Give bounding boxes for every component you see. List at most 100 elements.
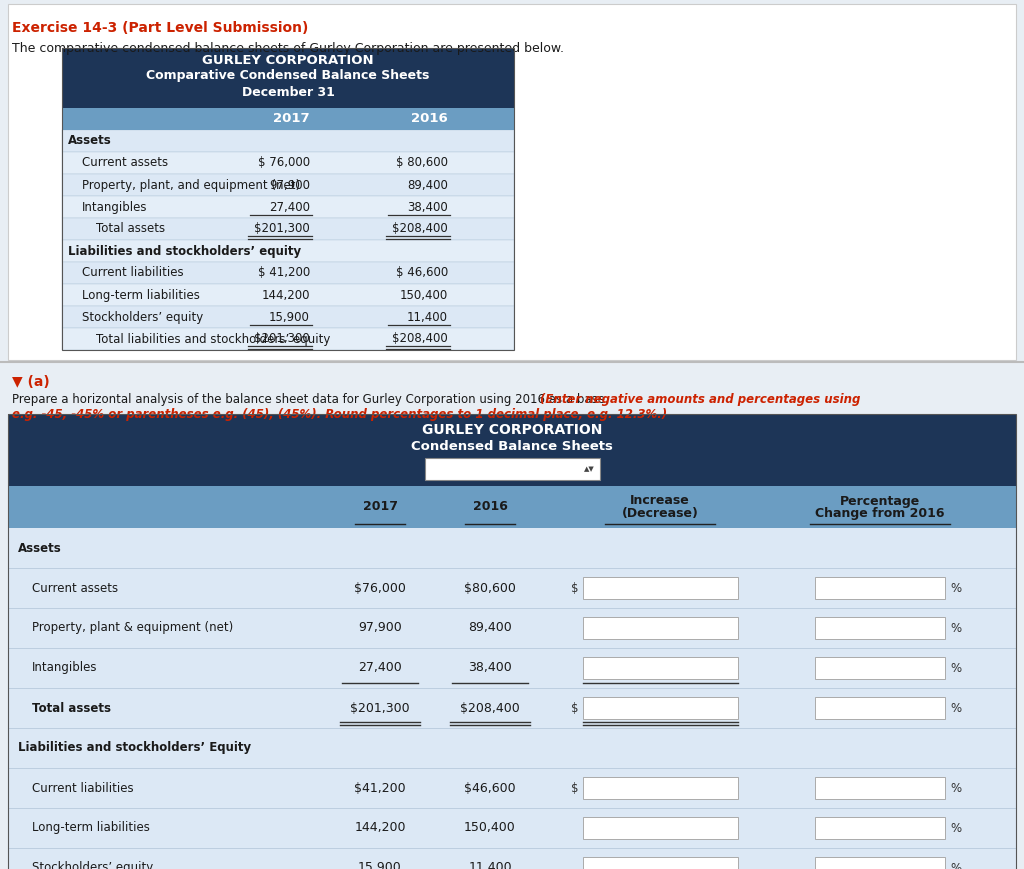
Text: 144,200: 144,200 (261, 289, 310, 302)
Text: 11,400: 11,400 (407, 310, 449, 323)
Bar (8, 608, 1016, 648)
Text: Current liabilities: Current liabilities (82, 267, 183, 280)
Bar (8, 414, 1016, 486)
Bar (815, 617, 945, 639)
Bar (815, 577, 945, 599)
Text: $80,600: $80,600 (464, 581, 516, 594)
Text: Intangibles: Intangibles (32, 661, 97, 674)
Bar (8, 486, 1016, 528)
Text: GURLEY CORPORATION: GURLEY CORPORATION (202, 54, 374, 67)
Text: Current liabilities: Current liabilities (32, 781, 133, 794)
Bar (62, 218, 514, 240)
Text: $: $ (570, 581, 579, 594)
Text: $: $ (570, 781, 579, 794)
Text: Long-term liabilities: Long-term liabilities (32, 821, 150, 834)
Bar (815, 777, 945, 799)
Text: The comparative condensed balance sheets of Gurley Corporation are presented bel: The comparative condensed balance sheets… (12, 42, 564, 55)
Text: (Enter negative amounts and percentages using: (Enter negative amounts and percentages … (540, 393, 860, 406)
Text: 144,200: 144,200 (354, 821, 406, 834)
Text: GURLEY CORPORATION: GURLEY CORPORATION (422, 423, 602, 437)
Text: $46,600: $46,600 (464, 781, 516, 794)
Bar (8, 568, 1016, 608)
Bar (583, 857, 737, 869)
Bar (62, 284, 514, 306)
Bar (815, 857, 945, 869)
Bar (583, 777, 737, 799)
Bar (815, 817, 945, 839)
Text: Percentage: Percentage (840, 494, 921, 507)
Bar (583, 697, 737, 719)
Text: 2017: 2017 (273, 112, 310, 125)
Bar (62, 48, 514, 108)
Text: (Decrease): (Decrease) (622, 507, 698, 521)
Text: 89,400: 89,400 (468, 621, 512, 634)
Text: Stockholders’ equity: Stockholders’ equity (82, 310, 203, 323)
Text: Liabilities and stockholders’ equity: Liabilities and stockholders’ equity (68, 244, 301, 257)
Bar (8, 728, 1016, 768)
Text: $ 41,200: $ 41,200 (258, 267, 310, 280)
Text: $41,200: $41,200 (354, 781, 406, 794)
Text: Intangibles: Intangibles (82, 201, 147, 214)
Text: Long-term liabilities: Long-term liabilities (82, 289, 200, 302)
Text: 89,400: 89,400 (408, 178, 449, 191)
Bar (62, 108, 514, 130)
Text: Property, plant & equipment (net): Property, plant & equipment (net) (32, 621, 233, 634)
Bar (583, 577, 737, 599)
Text: 2017: 2017 (362, 501, 397, 514)
Bar (62, 152, 514, 174)
Text: Change from 2016: Change from 2016 (815, 507, 945, 521)
Bar (8, 528, 1016, 568)
Bar (815, 697, 945, 719)
Text: Stockholders’ equity: Stockholders’ equity (32, 861, 154, 869)
Text: %: % (950, 621, 962, 634)
Text: Current assets: Current assets (82, 156, 168, 169)
Bar (8, 4, 1016, 360)
Text: 2016: 2016 (412, 112, 449, 125)
Text: Assets: Assets (68, 135, 112, 148)
Text: 2016: 2016 (472, 501, 508, 514)
Text: 38,400: 38,400 (408, 201, 449, 214)
Text: 150,400: 150,400 (399, 289, 449, 302)
Text: $76,000: $76,000 (354, 581, 406, 594)
Text: $ 46,600: $ 46,600 (395, 267, 449, 280)
Text: $ 76,000: $ 76,000 (258, 156, 310, 169)
Bar (62, 328, 514, 350)
Text: Property, plant, and equipment (net): Property, plant, and equipment (net) (82, 178, 300, 191)
Bar (62, 174, 514, 196)
Text: Prepare a horizontal analysis of the balance sheet data for Gurley Corporation u: Prepare a horizontal analysis of the bal… (12, 393, 612, 406)
Text: 150,400: 150,400 (464, 821, 516, 834)
Text: %: % (950, 781, 962, 794)
Bar (583, 617, 737, 639)
Text: $201,300: $201,300 (254, 222, 310, 235)
Text: 38,400: 38,400 (468, 661, 512, 674)
Text: Total assets: Total assets (32, 701, 111, 714)
Bar (425, 458, 599, 480)
Bar (62, 48, 514, 350)
Text: Exercise 14-3 (Part Level Submission): Exercise 14-3 (Part Level Submission) (12, 21, 308, 35)
Text: $201,300: $201,300 (254, 333, 310, 346)
Bar (8, 414, 1016, 869)
Bar (62, 262, 514, 284)
Text: %: % (950, 821, 962, 834)
Text: Increase: Increase (630, 494, 690, 507)
Text: $208,400: $208,400 (392, 333, 449, 346)
Bar (8, 848, 1016, 869)
Text: Total assets: Total assets (96, 222, 165, 235)
Text: 97,900: 97,900 (269, 178, 310, 191)
Bar (62, 196, 514, 218)
Bar (583, 657, 737, 679)
Text: 15,900: 15,900 (269, 310, 310, 323)
Text: $: $ (570, 701, 579, 714)
Text: $ 80,600: $ 80,600 (396, 156, 449, 169)
Text: 15,900: 15,900 (358, 861, 401, 869)
Bar (8, 648, 1016, 688)
Text: ▲▼: ▲▼ (584, 466, 595, 472)
Text: e.g. -45, -45% or parentheses e.g. (45), (45%). Round percentages to 1 decimal p: e.g. -45, -45% or parentheses e.g. (45),… (12, 408, 667, 421)
Bar (8, 688, 1016, 728)
Bar (62, 306, 514, 328)
Bar (583, 817, 737, 839)
Text: Comparative Condensed Balance Sheets: Comparative Condensed Balance Sheets (146, 70, 430, 83)
Bar (62, 240, 514, 262)
Text: $208,400: $208,400 (460, 701, 520, 714)
Text: %: % (950, 581, 962, 594)
